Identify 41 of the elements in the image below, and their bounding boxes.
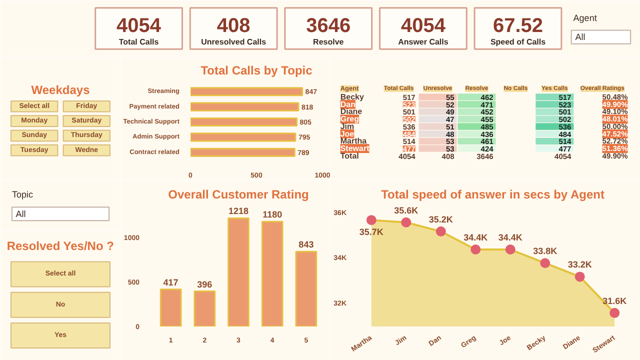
- text: 408: [216, 15, 250, 38]
- chart-title: Overall Customer Rating: [168, 188, 309, 202]
- data-label: 35.7K: [359, 227, 384, 238]
- y-tick-label: Stewart: [340, 144, 370, 154]
- text: Answer Calls: [398, 38, 449, 47]
- data-label: 396: [197, 279, 212, 290]
- data-label: 417: [163, 277, 178, 288]
- data-label: 35.6K: [394, 205, 419, 216]
- y-tick-label: Greg: [340, 114, 360, 124]
- text: Topic: [12, 190, 34, 200]
- text: Resolve: [313, 38, 344, 47]
- text: All: [16, 208, 26, 219]
- text: 4054: [116, 15, 162, 38]
- data-label: 34.4K: [498, 232, 523, 243]
- text: 67.52: [492, 15, 544, 38]
- data-label: 843: [298, 240, 314, 250]
- y-tick-label: Diane: [340, 107, 363, 116]
- text: All: [575, 32, 586, 42]
- text: 3646: [306, 15, 351, 38]
- y-tick-label: Dan: [340, 100, 356, 109]
- data-label: 31.6K: [602, 296, 628, 306]
- text: Unresolved Calls: [201, 38, 267, 47]
- y-tick-label: Jim: [340, 122, 354, 131]
- text: Speed of Calls: [490, 38, 546, 47]
- text: 4054: [400, 15, 446, 38]
- data-label: 34.4K: [464, 232, 488, 243]
- data-label: 1180: [262, 210, 282, 220]
- text: Weekdays: [31, 83, 90, 98]
- data-label: 33.2K: [568, 260, 592, 270]
- text: Resolved Yes/No ?: [6, 238, 114, 253]
- data-label: 33.8K: [533, 246, 558, 256]
- y-tick-label: Total: [340, 151, 359, 160]
- chart-title: Total Calls by Topic: [200, 64, 313, 78]
- y-tick-label: Joe: [340, 129, 355, 138]
- text: Total Calls: [118, 38, 160, 47]
- y-tick-label: Martha: [340, 136, 368, 146]
- text: Agent: [573, 13, 598, 24]
- data-label: 35.2K: [428, 214, 454, 224]
- chart-title: Total speed of answer in secs by Agent: [381, 188, 604, 202]
- y-tick-label: Becky: [340, 92, 364, 102]
- data-label: 1218: [228, 206, 249, 216]
